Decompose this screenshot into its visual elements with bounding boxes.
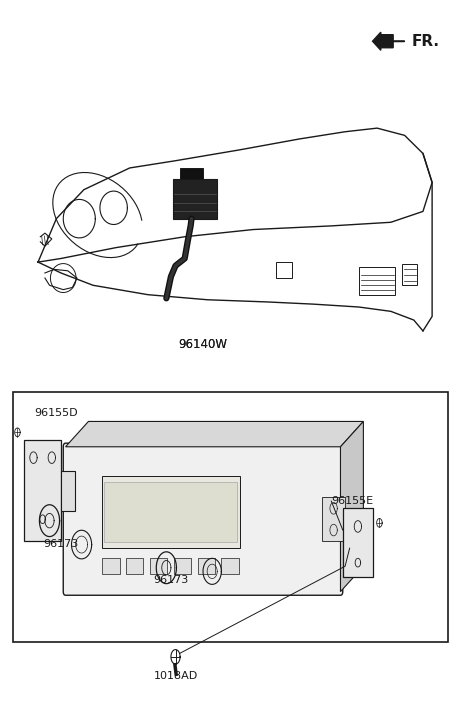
Bar xyxy=(105,481,237,542)
Bar xyxy=(24,440,61,541)
Bar xyxy=(102,558,119,574)
Bar xyxy=(174,558,191,574)
Polygon shape xyxy=(341,422,363,592)
Bar xyxy=(173,179,217,219)
Text: 96155D: 96155D xyxy=(35,408,78,418)
Text: FR.: FR. xyxy=(412,33,439,49)
Bar xyxy=(276,262,292,278)
FancyBboxPatch shape xyxy=(63,443,343,595)
Bar xyxy=(343,508,372,577)
Bar xyxy=(150,558,167,574)
Polygon shape xyxy=(65,422,363,447)
Bar xyxy=(221,558,239,574)
FancyArrow shape xyxy=(372,32,393,50)
Text: 96140W: 96140W xyxy=(178,338,228,351)
Bar xyxy=(180,168,203,179)
Text: 96173: 96173 xyxy=(154,575,189,585)
Bar xyxy=(197,558,215,574)
Bar xyxy=(322,497,345,541)
Bar xyxy=(402,264,417,285)
Text: 96140W: 96140W xyxy=(178,338,228,351)
Text: 96173: 96173 xyxy=(43,539,78,549)
Bar xyxy=(126,558,143,574)
Text: 1018AD: 1018AD xyxy=(154,671,198,681)
Bar xyxy=(61,470,75,510)
Bar xyxy=(13,393,448,643)
Text: 96155E: 96155E xyxy=(331,496,373,506)
Bar xyxy=(359,268,396,294)
Bar xyxy=(102,475,240,548)
